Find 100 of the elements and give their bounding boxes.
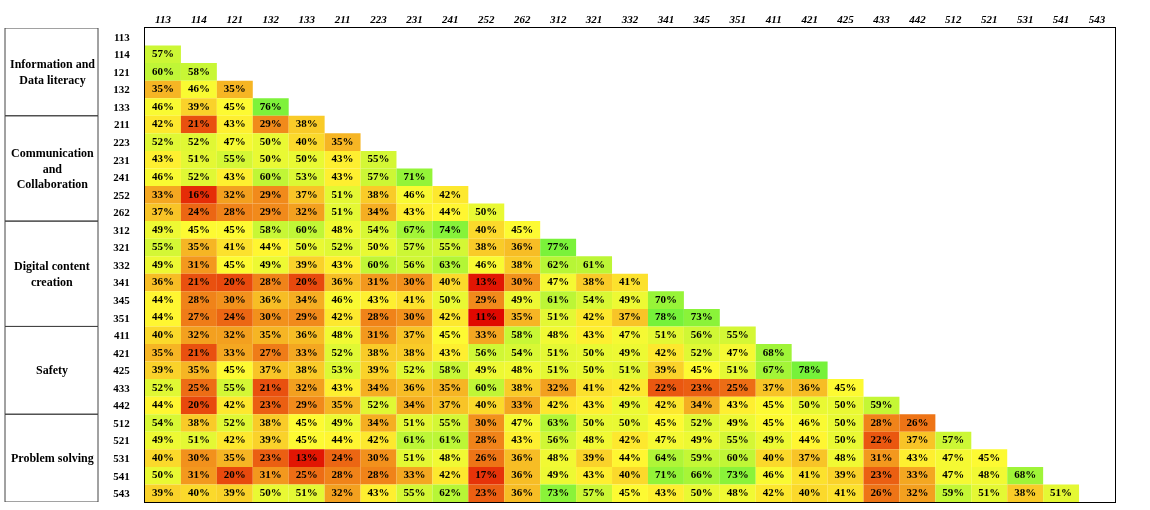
data-label: 40% [439, 275, 462, 288]
data-label: 45% [223, 363, 246, 376]
data-label: 36% [259, 292, 282, 305]
data-label: 42% [331, 310, 354, 323]
data-label: 30% [367, 450, 390, 463]
data-label: 42% [619, 433, 641, 446]
data-label: 55% [223, 152, 246, 165]
data-label: 32% [547, 380, 570, 393]
y-tick-label: 252 [113, 188, 131, 201]
data-label: 38% [367, 187, 390, 200]
data-label: 31% [187, 257, 210, 270]
data-label: 50% [834, 415, 857, 428]
data-label: 37% [798, 450, 821, 463]
data-label: 32% [906, 485, 929, 498]
data-label: 52% [151, 380, 174, 393]
data-label: 32% [223, 327, 246, 340]
data-label: 46% [798, 415, 821, 428]
data-label: 43% [583, 468, 606, 481]
data-label: 43% [367, 292, 390, 305]
data-label: 37% [619, 310, 641, 323]
data-label: 43% [906, 450, 929, 463]
x-tick-label: 512 [945, 12, 963, 25]
data-label: 55% [439, 240, 462, 253]
data-label: 28% [187, 292, 210, 305]
y-tick-label: 531 [113, 451, 130, 464]
data-label: 13% [475, 275, 498, 288]
data-label: 17% [475, 468, 498, 481]
data-label: 29% [475, 292, 498, 305]
data-label: 30% [511, 275, 534, 288]
data-label: 55% [726, 433, 749, 446]
data-label: 22% [870, 433, 893, 446]
data-label: 31% [367, 327, 390, 340]
data-label: 50% [619, 415, 641, 428]
data-label: 60% [151, 64, 174, 77]
data-label: 50% [690, 485, 713, 498]
data-label: 76% [259, 99, 282, 112]
data-label: 51% [547, 310, 570, 323]
data-label: 51% [654, 327, 677, 340]
y-tick-label: 345 [113, 293, 131, 306]
data-label: 58% [439, 363, 462, 376]
x-tick-label: 211 [333, 12, 351, 25]
data-label: 50% [259, 152, 282, 165]
data-label: 24% [187, 205, 210, 218]
x-tick-label: 411 [764, 12, 782, 25]
data-label: 43% [403, 205, 426, 218]
data-label: 29% [295, 310, 318, 323]
data-label: 38% [295, 363, 318, 376]
data-label: 38% [259, 415, 282, 428]
data-label: 36% [798, 380, 821, 393]
data-label: 49% [151, 257, 174, 270]
data-label: 45% [223, 257, 246, 270]
data-label: 42% [762, 485, 785, 498]
data-label: 45% [690, 363, 713, 376]
data-label: 54% [583, 292, 606, 305]
data-label: 47% [511, 415, 534, 428]
x-tick-label: 543 [1088, 12, 1106, 25]
data-label: 44% [798, 433, 821, 446]
data-label: 51% [1050, 485, 1073, 498]
data-label: 32% [295, 380, 318, 393]
data-label: 70% [654, 292, 677, 305]
data-label: 57% [583, 485, 606, 498]
data-label: 43% [583, 398, 606, 411]
data-label: 28% [367, 468, 390, 481]
data-label: 57% [367, 169, 390, 182]
data-label: 40% [295, 134, 318, 147]
data-label: 36% [331, 275, 354, 288]
x-tick-label: 442 [908, 12, 927, 25]
data-label: 56% [547, 433, 570, 446]
data-label: 36% [511, 450, 534, 463]
data-label: 42% [367, 433, 390, 446]
data-label: 42% [439, 310, 462, 323]
y-tick-label: 425 [113, 364, 131, 377]
data-label: 55% [403, 485, 426, 498]
data-label: 60% [295, 222, 318, 235]
x-tick-label: 133 [298, 12, 316, 25]
data-label: 52% [367, 398, 390, 411]
data-label: 68% [1014, 468, 1037, 481]
data-label: 31% [367, 275, 390, 288]
data-label: 16% [187, 187, 210, 200]
data-label: 45% [511, 222, 534, 235]
x-tick-label: 321 [584, 12, 603, 25]
data-label: 52% [690, 345, 713, 358]
data-label: 40% [798, 485, 821, 498]
data-label: 48% [834, 450, 857, 463]
data-label: 42% [654, 345, 677, 358]
data-label: 37% [439, 398, 462, 411]
data-label: 50% [583, 345, 606, 358]
data-label: 45% [762, 398, 785, 411]
data-label: 49% [151, 433, 174, 446]
data-label: 50% [259, 134, 282, 147]
data-label: 11% [475, 310, 497, 323]
data-label: 35% [439, 380, 462, 393]
data-label: 23% [259, 398, 282, 411]
y-tick-label: 132 [113, 83, 131, 96]
data-label: 43% [367, 485, 390, 498]
data-label: 29% [259, 117, 282, 130]
data-label: 40% [151, 450, 174, 463]
data-label: 43% [151, 152, 174, 165]
x-tick-label: 351 [728, 12, 747, 25]
text: Problem solving [11, 451, 94, 465]
